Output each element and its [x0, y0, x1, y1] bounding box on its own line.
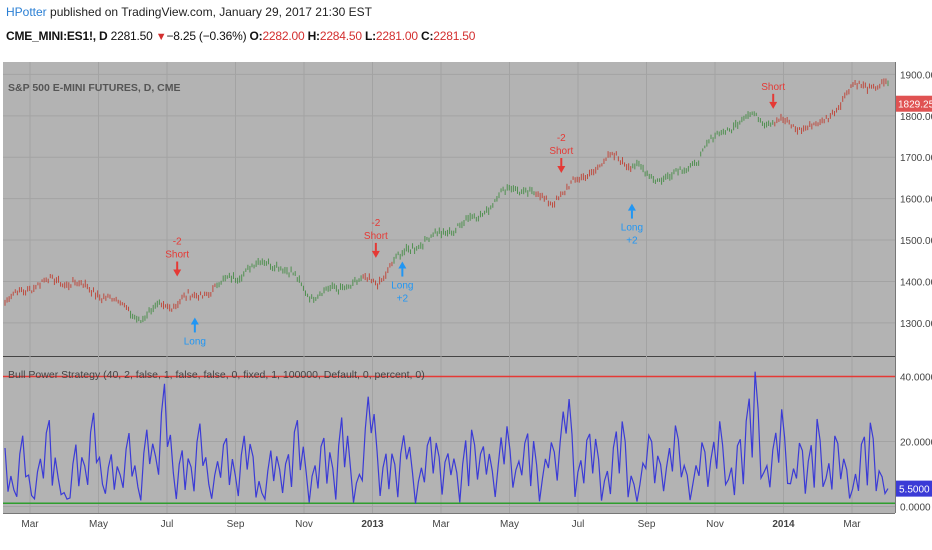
high-label: H: [304, 29, 320, 43]
price-tick-label: 1600.00 [900, 195, 932, 206]
indicator-pane-title: Bull Power Strategy (40, 2, false, 1, fa… [8, 369, 425, 381]
indicator-pane[interactable] [3, 357, 895, 513]
short-arrow-icon [557, 166, 566, 174]
short-signal-label: Short [549, 146, 573, 157]
time-tick-label: Nov [295, 519, 313, 530]
price-change: −8.25 (−0.36%) [166, 29, 247, 43]
time-axis[interactable] [0, 513, 932, 550]
publish-info: published on TradingView.com, January 29… [46, 5, 373, 19]
time-tick-label: Nov [706, 519, 724, 530]
price-axis[interactable] [895, 62, 932, 513]
bull-power-line [4, 371, 889, 504]
short-arrow-icon [173, 269, 182, 277]
short-arrow-icon [371, 250, 380, 258]
high-value: 2284.50 [319, 29, 362, 43]
short-signal-label: -2 [557, 133, 566, 144]
time-tick-label: 2014 [772, 519, 795, 530]
indicator-value-label: 5.5000 [899, 485, 930, 496]
price-tick-label: 1700.00 [900, 153, 932, 164]
time-tick-label: 2013 [361, 519, 384, 530]
time-tick-label: Sep [227, 519, 245, 530]
long-signal-label: Long [621, 223, 643, 234]
indicator-tick-label: 20.0000 [900, 438, 932, 449]
bull-power-path [4, 371, 889, 504]
time-tick-label: Sep [638, 519, 656, 530]
indicator-tick-label: 0.0000 [900, 503, 931, 514]
last-price-badge [896, 95, 932, 112]
long-signal-label: Long [391, 281, 413, 292]
price-tick-label: 1300.00 [900, 319, 932, 330]
price-pane[interactable] [3, 62, 895, 356]
price-tick-label: 1400.00 [900, 277, 932, 288]
close-label: C: [417, 29, 434, 43]
time-tick-label: May [89, 519, 108, 530]
low-label: L: [361, 29, 376, 43]
time-tick-label: Mar [21, 519, 39, 530]
short-signal-label: -2 [371, 218, 380, 229]
price-bars [4, 78, 889, 324]
price-tick-label: 1500.00 [900, 236, 932, 247]
last-price: 2281.50 [107, 29, 153, 43]
close-value: 2281.50 [433, 29, 476, 43]
time-tick-label: Mar [432, 519, 450, 530]
indicator-levels [3, 375, 895, 504]
signal-markers: Short -2 Long Short -2 Long +2 Short -2 Long +2 Sho… [165, 82, 785, 348]
long-signal-label: Long [184, 336, 206, 347]
low-value: 2281.00 [375, 29, 418, 43]
ohlc-line: CME_MINI:ES1!, D 2281.50 ▼−8.25 (−0.36%)… [6, 29, 475, 43]
open-label: O: [246, 29, 263, 43]
long-arrow-icon [190, 317, 199, 325]
short-signal-label: -2 [173, 237, 182, 248]
indicator-tick-label: 40.0000 [900, 373, 932, 384]
time-tick-label: Jul [161, 519, 174, 530]
symbol-label[interactable]: CME_MINI:ES1!, D [6, 29, 108, 43]
short-signal-label: Short [165, 250, 189, 261]
last-price-label: 1829.25 [898, 100, 932, 111]
open-value: 2282.00 [262, 29, 305, 43]
time-tick-label: Jul [572, 519, 585, 530]
short-arrow-icon [769, 101, 778, 109]
axis-labels: 1300.00 1400.00 1500.00 1600.00 1700.00 1800.… [21, 70, 932, 530]
price-tick-label: 1800.00 [900, 112, 932, 123]
price-tick-label: 1900.00 [900, 70, 932, 81]
long-arrow-icon [398, 261, 407, 269]
long-signal-label: +2 [397, 294, 409, 305]
down-triangle-icon: ▼ [155, 31, 167, 43]
short-signal-label: Short [364, 231, 388, 242]
publish-line: HPotter published on TradingView.com, Ja… [6, 5, 372, 19]
price-pane-title: S&P 500 E-MINI FUTURES, D, CME [8, 82, 181, 94]
author-link[interactable]: HPotter [6, 5, 47, 19]
short-signal-label: Short [761, 82, 785, 93]
time-tick-label: May [500, 519, 519, 530]
long-arrow-icon [627, 203, 636, 211]
time-tick-label: Mar [843, 519, 861, 530]
long-signal-label: +2 [626, 236, 638, 247]
indicator-value-badge [896, 480, 932, 497]
